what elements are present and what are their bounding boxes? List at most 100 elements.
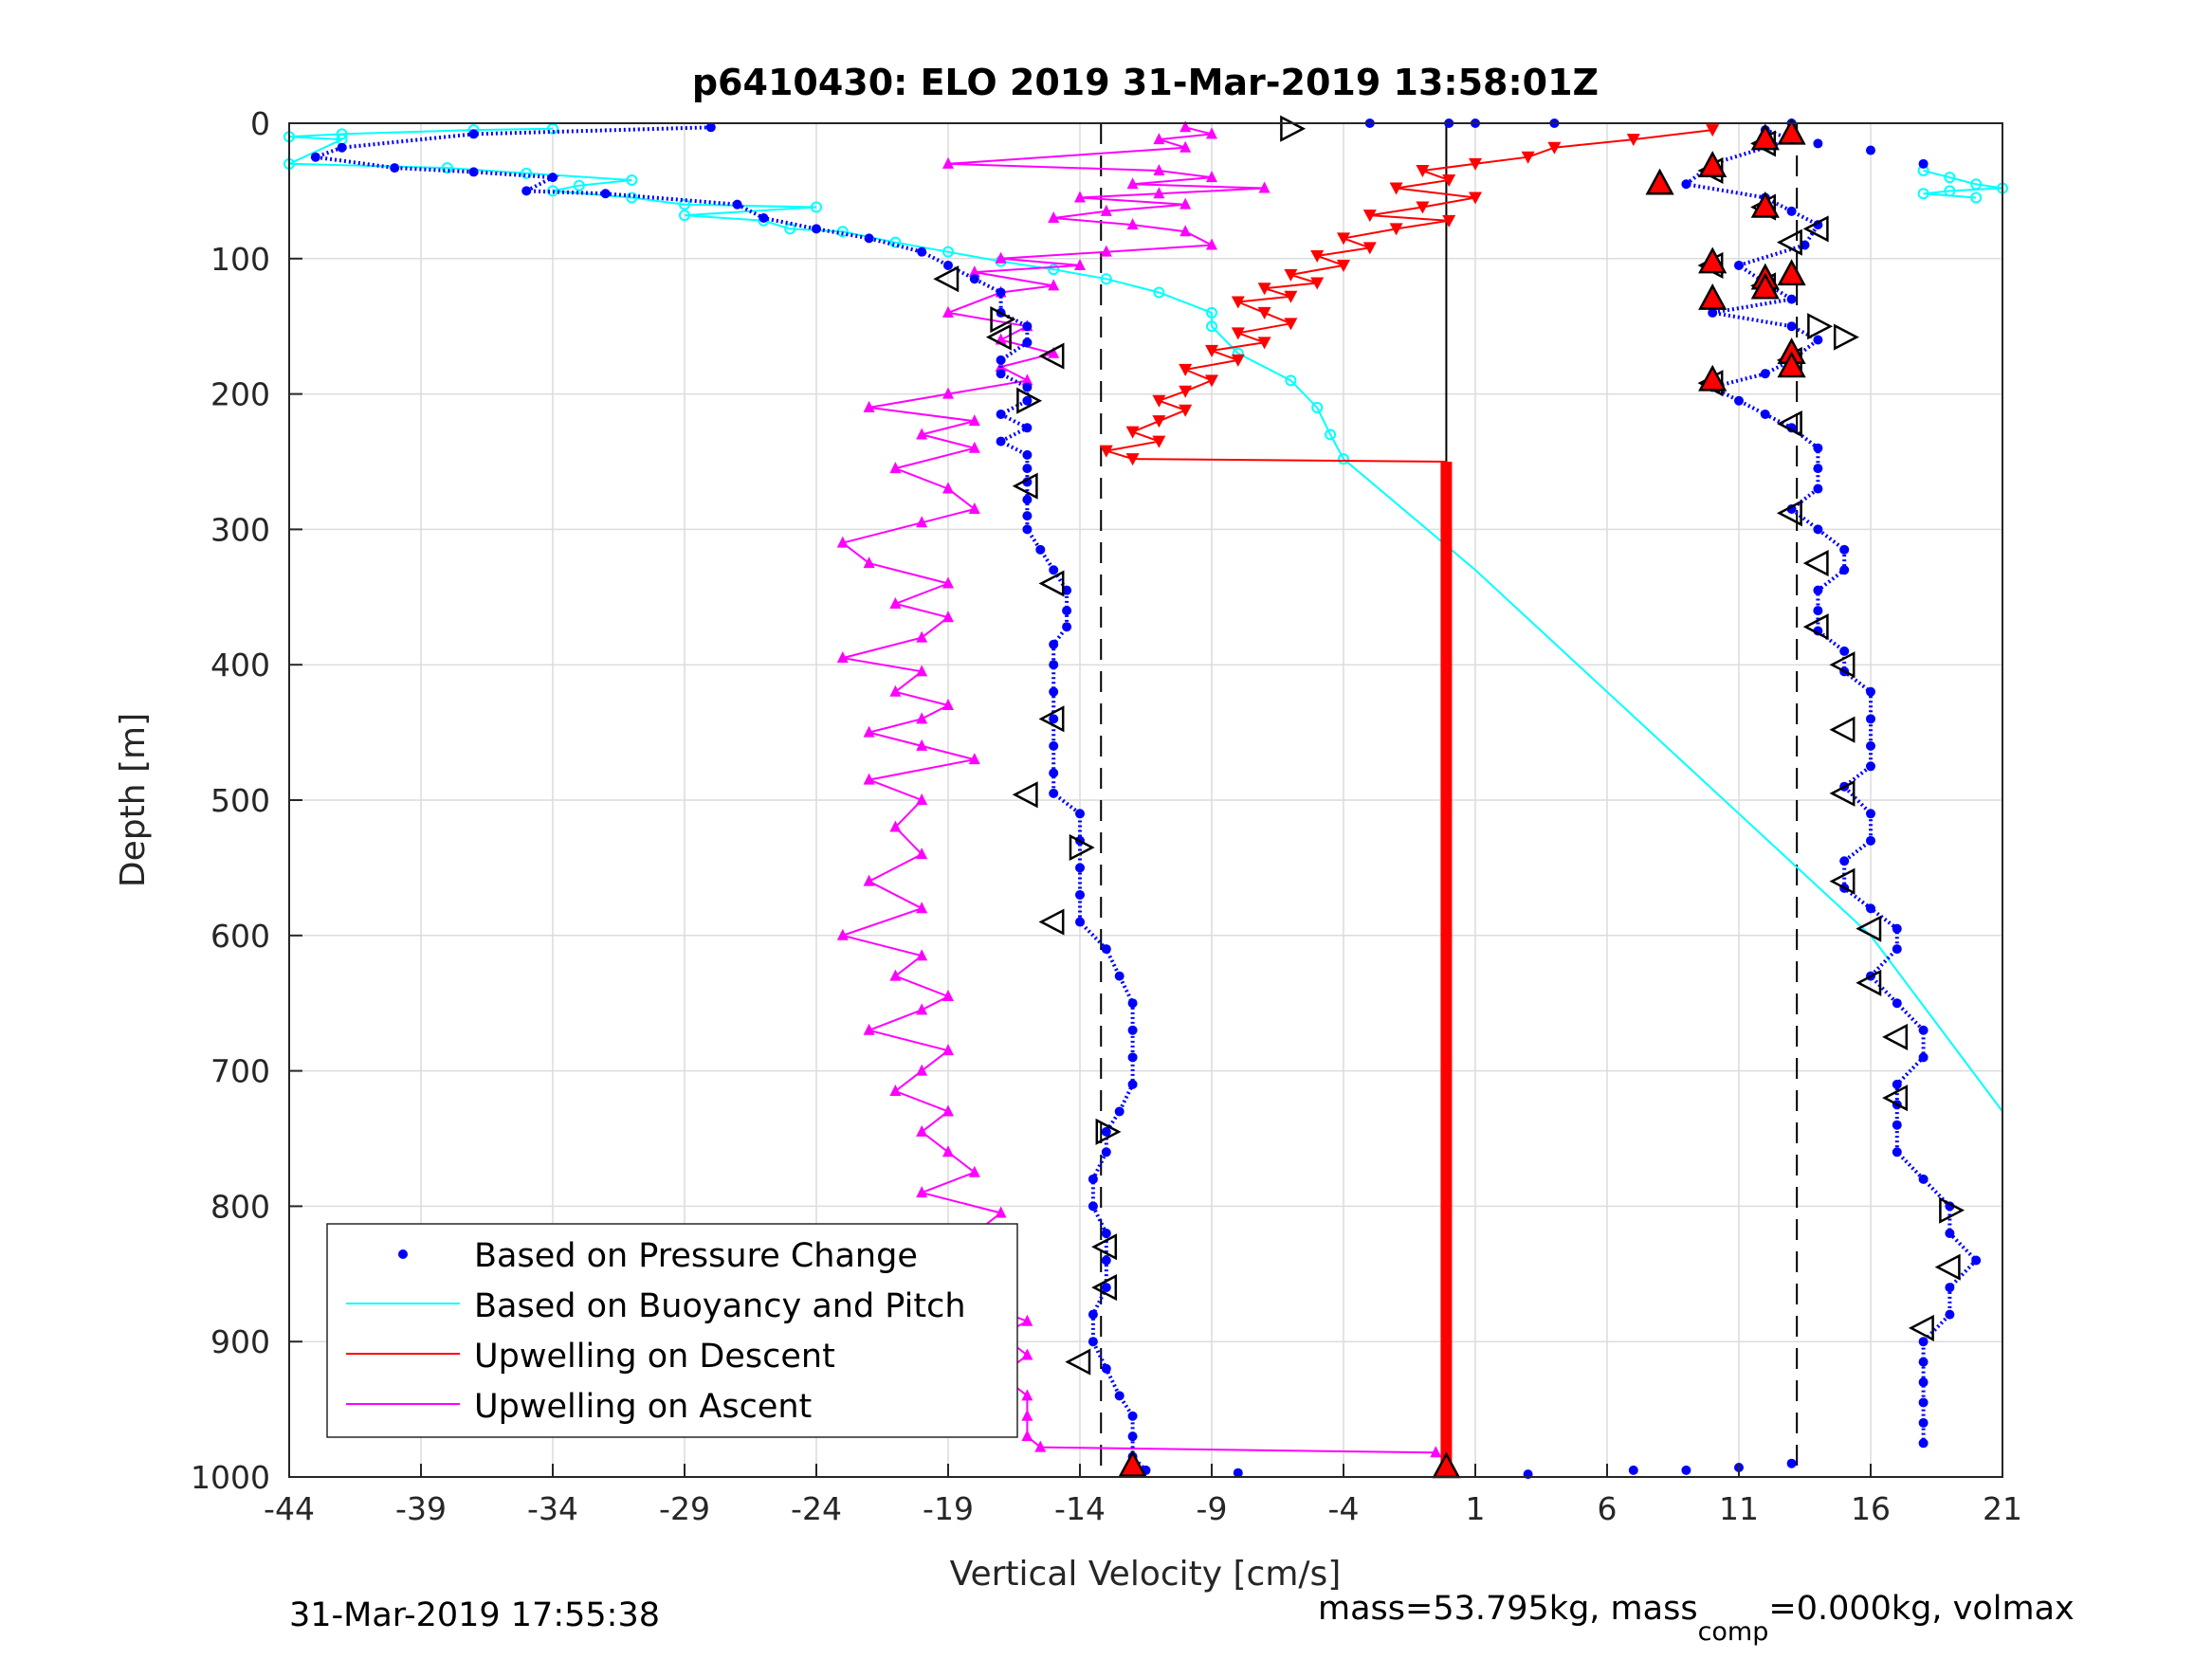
descent-upwelling-point: [1706, 124, 1720, 137]
descent-connector-line: [1132, 458, 1447, 463]
y-tick-label: 400: [210, 647, 270, 684]
open-triangle-marker: [1038, 342, 1065, 370]
filled-red-triangle-marker: [1698, 151, 1728, 177]
pressure-point: [1233, 1468, 1243, 1478]
pressure-point: [1866, 809, 1875, 819]
descent-upwelling-point: [1152, 415, 1166, 428]
ascent-upwelling-point: [1021, 1314, 1033, 1326]
filled-red-triangle-marker: [1777, 351, 1806, 378]
open-triangle-marker: [1882, 1023, 1909, 1050]
pressure-point: [1127, 1052, 1138, 1063]
descent-upwelling-point: [1310, 249, 1325, 263]
ascent-upwelling-point: [863, 725, 875, 738]
ascent-upwelling-point: [968, 441, 980, 453]
legend: Based on Pressure Change Based on Buoyan…: [326, 1223, 1018, 1438]
ascent-upwelling-point: [1021, 1348, 1033, 1360]
pressure-point: [1022, 464, 1033, 474]
filled-red-triangle-marker: [1432, 1451, 1461, 1479]
pressure-point: [1049, 788, 1059, 798]
buoyancy-point: [1944, 172, 1956, 184]
y-tick-label: 500: [210, 782, 270, 819]
ascent-upwelling-point: [916, 712, 928, 724]
footer-mass-prefix: mass=53.795kg, mass: [1318, 1590, 1698, 1628]
buoyancy-point: [521, 167, 533, 179]
pressure-point: [1127, 1025, 1138, 1035]
open-triangle-marker: [1939, 1196, 1965, 1224]
open-triangle-marker: [1802, 550, 1829, 577]
ascent-upwelling-point: [889, 1085, 902, 1097]
pressure-point: [1892, 1120, 1902, 1130]
buoyancy-point: [1944, 185, 1956, 197]
open-triangle-marker: [1091, 1274, 1118, 1302]
filled-red-triangle-marker: [1118, 1449, 1147, 1477]
ascent-upwelling-point: [916, 1064, 928, 1076]
chart-title: p6410430: ELO 2019 31-Mar-2019 13:58:01Z: [692, 62, 1599, 103]
pressure-point: [1839, 856, 1850, 866]
ascent-upwelling-point: [1048, 346, 1060, 358]
filled-red-triangle-marker: [1645, 168, 1674, 195]
ascent-upwelling-point: [916, 428, 928, 440]
pressure-point: [390, 163, 400, 173]
pressure-point: [1813, 138, 1823, 149]
ascent-upwelling-point: [942, 1044, 954, 1056]
buoyancy-point: [1970, 178, 1983, 191]
pressure-point: [1866, 835, 1875, 846]
descent-upwelling-point: [1626, 134, 1640, 147]
open-triangle-marker: [1908, 1314, 1934, 1341]
ascent-upwelling-point: [1206, 171, 1217, 183]
descent-upwelling-point: [1257, 337, 1271, 350]
ascent-upwelling-point: [889, 462, 902, 474]
tick-layer: -44 -39 -34 -29 -24 -19 -14 -9 -4 1 6 11 16 210100200…: [191, 105, 2022, 1527]
pressure-point: [705, 122, 716, 133]
ascent-upwelling-point: [1126, 177, 1139, 190]
filled-red-triangle-marker: [1750, 272, 1780, 300]
ascent-upwelling-point: [942, 305, 954, 318]
descent-upwelling-point: [1152, 435, 1166, 448]
pressure-point: [1049, 740, 1059, 751]
pressure-point: [1127, 1411, 1138, 1421]
ascent-upwelling-point: [916, 1124, 928, 1137]
open-triangle-marker: [1091, 1233, 1118, 1261]
buoyancy-point: [784, 223, 796, 235]
ascent-upwelling-point: [916, 1186, 928, 1198]
ascent-upwelling-point: [1048, 279, 1060, 291]
ascent-upwelling-point: [1034, 1440, 1047, 1452]
descent-upwelling-point: [1179, 385, 1193, 398]
open-triangle-marker: [985, 323, 1012, 351]
x-tick-label: 11: [1719, 1490, 1759, 1527]
x-tick-label: -9: [1197, 1490, 1228, 1527]
ascent-upwelling-point: [942, 1104, 954, 1117]
descent-upwelling-point: [1416, 201, 1430, 214]
descent-upwelling-point: [1362, 210, 1377, 223]
footer-mass-suffix: =0.000kg, volmax: [1768, 1590, 2074, 1628]
descent-upwelling-point: [1231, 296, 1245, 309]
buoyancy-point: [1970, 191, 1983, 204]
y-tick-label: 200: [210, 376, 270, 413]
x-tick-label: -4: [1328, 1490, 1360, 1527]
ascent-upwelling-point: [942, 576, 954, 589]
buoyancy-point: [1048, 264, 1060, 276]
open-triangle-marker: [1802, 613, 1829, 641]
filled-red-triangle-marker: [1777, 259, 1806, 286]
buoyancy-point: [1325, 428, 1337, 441]
descent-upwelling-point: [1231, 354, 1245, 367]
descent-upwelling-point: [1389, 182, 1403, 195]
open-triangle-marker: [1038, 705, 1065, 733]
ascent-upwelling-line: [839, 126, 1436, 1454]
filled-red-triangle-marker: [1698, 364, 1728, 392]
y-tick-label: 0: [250, 105, 270, 142]
open-triangle-marker: [1776, 410, 1802, 438]
ascent-upwelling-point: [1021, 1409, 1033, 1421]
ascent-upwelling-point: [1153, 163, 1165, 175]
buoyancy-right-cluster: [1923, 170, 2003, 199]
ascent-upwelling-point: [995, 251, 1007, 264]
pressure-point: [1918, 1337, 1929, 1347]
ascent-upwelling-point: [968, 501, 980, 514]
descent-upwelling-point: [1362, 242, 1377, 255]
y-tick-label: 300: [210, 511, 270, 548]
pressure-point: [1945, 1309, 1955, 1320]
ascent-upwelling-point: [1430, 1446, 1442, 1458]
open-triangle-marker: [1856, 915, 1882, 942]
open-triangle-marker: [1776, 500, 1802, 527]
